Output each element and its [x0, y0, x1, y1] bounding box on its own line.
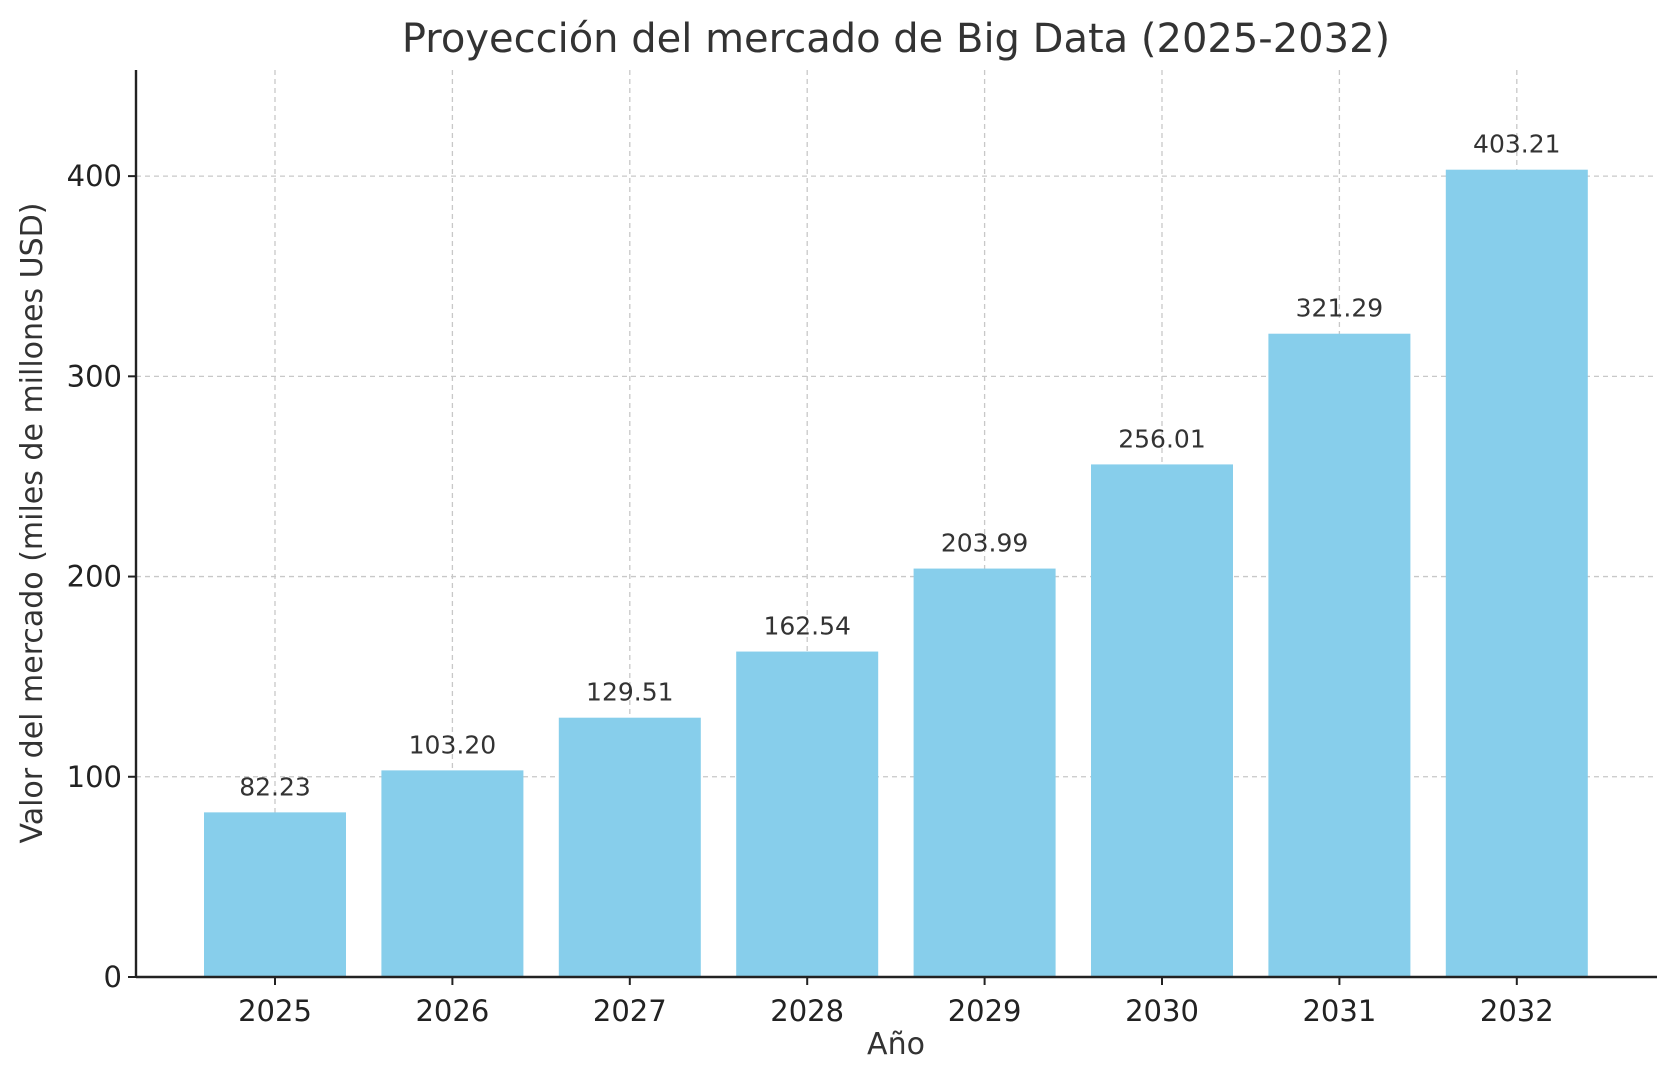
y-ticks: 0 100 200 300 400	[67, 159, 136, 994]
y-tick-label: 400	[67, 159, 122, 193]
data-labels: 82.23 103.20 129.51 162.54 203.99 256.01 321.2…	[239, 130, 1560, 802]
y-tick-label: 0	[104, 960, 122, 994]
x-axis-label: Año	[867, 1027, 925, 1062]
x-tick-label: 2028	[770, 994, 844, 1028]
x-tick-label: 2026	[415, 994, 489, 1028]
data-label-2025: 82.23	[239, 772, 311, 801]
data-label-2026: 103.20	[409, 730, 496, 759]
data-label-2028: 162.54	[763, 612, 850, 641]
y-tick-label: 300	[67, 359, 122, 393]
bar-2032	[1445, 169, 1588, 977]
data-label-2027: 129.51	[586, 678, 673, 707]
bar-2031	[1268, 333, 1411, 977]
bar-2026	[381, 770, 524, 977]
bar-2030	[1091, 464, 1233, 977]
x-tick-label: 2029	[948, 994, 1022, 1028]
y-tick-label: 100	[67, 760, 122, 794]
data-label-2032: 403.21	[1473, 130, 1560, 159]
chart-title: Proyección del mercado de Big Data (2025…	[402, 16, 1390, 62]
x-tick-label: 2027	[593, 994, 667, 1028]
x-ticks: 2025 2026 2027 2028 2029 2030 2031 2032	[238, 977, 1554, 1028]
x-tick-label: 2030	[1125, 994, 1199, 1028]
bar-2028	[736, 651, 879, 977]
x-tick-label: 2032	[1480, 994, 1554, 1028]
bar-2027	[558, 717, 701, 977]
data-label-2031: 321.29	[1296, 294, 1383, 323]
x-tick-label: 2025	[238, 994, 312, 1028]
bars	[204, 169, 1588, 977]
y-axis-label: Valor del mercado (miles de millones USD…	[15, 203, 50, 844]
x-tick-label: 2031	[1302, 994, 1376, 1028]
data-label-2029: 203.99	[941, 529, 1028, 558]
bar-2029	[913, 568, 1056, 977]
bar-2025	[204, 812, 346, 977]
data-label-2030: 256.01	[1118, 424, 1205, 453]
y-tick-label: 200	[67, 560, 122, 594]
y-gridlines	[136, 175, 1657, 778]
